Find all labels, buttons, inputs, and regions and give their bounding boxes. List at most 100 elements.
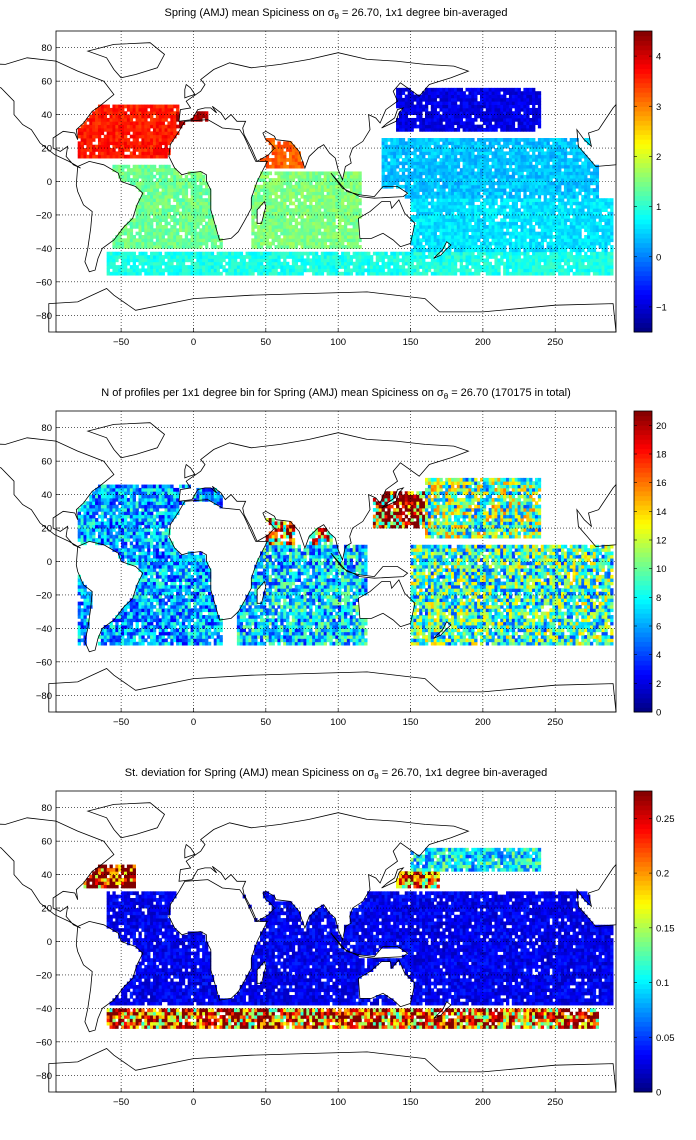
heatmap-cell [451, 138, 455, 142]
heatmap-cell [315, 228, 319, 233]
heatmap-cell [294, 204, 299, 209]
heatmap-cell [317, 184, 322, 189]
heatmap-cell [155, 258, 160, 263]
heatmap-cell [152, 211, 157, 216]
heatmap-cell [396, 255, 400, 259]
heatmap-cell [416, 174, 420, 179]
heatmap-cell [150, 178, 154, 182]
heatmap-cell [150, 144, 154, 149]
heatmap-cell [323, 268, 327, 273]
heatmap-cell [479, 204, 484, 209]
heatmap-cell [141, 144, 145, 149]
heatmap-cell [393, 255, 397, 259]
heatmap-cell [335, 184, 339, 189]
heatmap-cell [291, 208, 296, 212]
heatmap-cell [453, 178, 458, 182]
heatmap-cell [592, 171, 597, 176]
heatmap-cell [488, 208, 492, 212]
heatmap-cell [335, 211, 339, 216]
heatmap-cell [173, 204, 177, 209]
heatmap-cell [144, 224, 148, 229]
heatmap-cell [257, 251, 261, 256]
heatmap-cell [471, 168, 475, 172]
heatmap-cell [341, 208, 345, 212]
heatmap-cell [555, 258, 559, 263]
heatmap-cell [132, 178, 136, 182]
heatmap-cell [549, 184, 553, 189]
heatmap-cell [173, 211, 177, 216]
heatmap-cell [439, 151, 443, 156]
heatmap-cell [274, 218, 278, 223]
heatmap-cell [561, 218, 565, 223]
heatmap-cell [453, 208, 458, 212]
heatmap-cell [138, 224, 142, 229]
heatmap-cell [213, 231, 218, 236]
heatmap-cell [578, 201, 582, 206]
heatmap-cell [439, 268, 443, 273]
heatmap-cell [124, 148, 128, 152]
heatmap-cell [532, 201, 536, 206]
heatmap-cell [335, 245, 339, 249]
heatmap-cell [283, 231, 287, 236]
heatmap-cell [422, 141, 426, 146]
heatmap-cell [592, 214, 597, 219]
heatmap-cell [320, 211, 325, 216]
heatmap-cell [523, 258, 527, 263]
heatmap-cell [271, 198, 275, 202]
heatmap-cell [479, 171, 484, 176]
heatmap-cell [462, 265, 466, 269]
heatmap-cell [451, 158, 455, 162]
heatmap-cell [555, 214, 559, 219]
heatmap-cell [546, 181, 550, 186]
heatmap-cell [372, 261, 377, 266]
heatmap-cell [534, 141, 539, 146]
heatmap-cell [427, 148, 432, 152]
heatmap-cell [477, 268, 481, 273]
heatmap-cell [170, 218, 174, 223]
heatmap-cell [398, 268, 403, 273]
heatmap-cell [103, 141, 108, 146]
heatmap-cell [205, 198, 209, 202]
heatmap-cell [610, 218, 614, 223]
heatmap-cell [517, 248, 521, 253]
heatmap-cell [494, 188, 498, 192]
heatmap-cell [265, 245, 270, 249]
heatmap-cell [430, 258, 435, 263]
heatmap-cell [315, 214, 319, 219]
heatmap-cell [346, 214, 351, 219]
heatmap-cell [138, 255, 142, 259]
heatmap-cell [413, 231, 417, 236]
heatmap-cell [355, 221, 359, 226]
heatmap-cell [532, 144, 536, 149]
heatmap-cell [378, 255, 382, 259]
heatmap-cell [187, 238, 191, 243]
heatmap-cell [283, 241, 287, 246]
heatmap-cell [607, 251, 611, 256]
heatmap-cell [326, 194, 330, 199]
heatmap-cell [442, 174, 446, 179]
heatmap-cell [361, 255, 365, 259]
heatmap-cell [529, 164, 533, 169]
heatmap-cell [335, 268, 339, 273]
heatmap-cell [607, 238, 611, 243]
heatmap-cell [274, 268, 278, 273]
heatmap-cell [190, 241, 194, 246]
heatmap-cell [173, 255, 177, 259]
heatmap-cell [563, 188, 568, 192]
heatmap-cell [445, 265, 449, 269]
heatmap-cell [546, 204, 550, 209]
heatmap-cell [465, 235, 469, 239]
heatmap-cell [453, 201, 458, 206]
heatmap-cell [205, 235, 209, 239]
heatmap-cell [422, 265, 426, 269]
heatmap-cell [378, 251, 382, 256]
heatmap-cell [239, 271, 244, 276]
heatmap-cell [346, 238, 351, 243]
heatmap-cell [158, 235, 163, 239]
heatmap-cell [277, 164, 281, 169]
heatmap-cell [210, 268, 215, 273]
heatmap-cell [537, 198, 542, 202]
heatmap-cell [610, 238, 614, 243]
heatmap-cell [514, 198, 519, 202]
heatmap-cell [271, 228, 275, 233]
